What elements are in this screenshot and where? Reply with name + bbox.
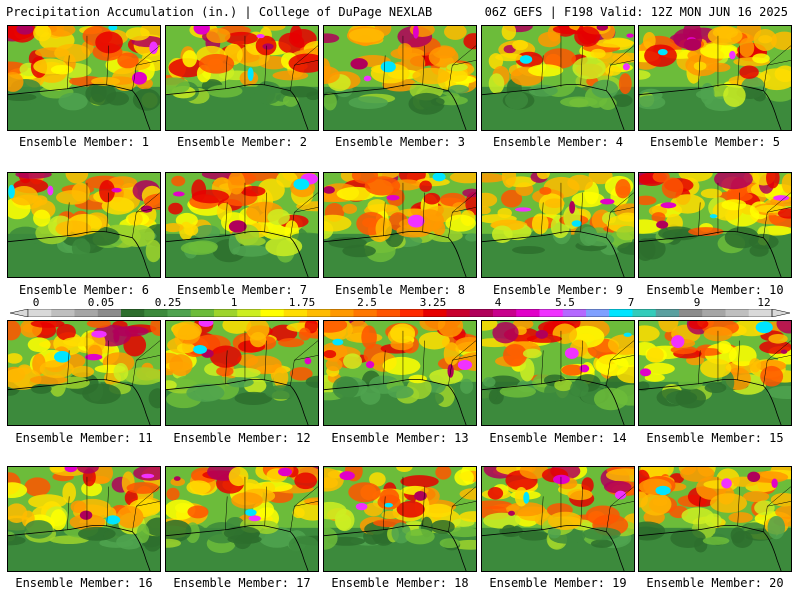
colorbar-bin [423, 309, 447, 317]
ensemble-member-map [481, 172, 635, 278]
ensemble-member-map [165, 172, 319, 278]
colorbar-bin [353, 309, 378, 317]
colorbar-bin [586, 309, 610, 317]
ensemble-member-label: Ensemble Member: 9 [492, 283, 624, 297]
ensemble-member-map [638, 25, 792, 131]
colorbar-bin [725, 309, 750, 317]
ensemble-member-map [165, 25, 319, 131]
ensemble-member-map [638, 466, 792, 572]
ensemble-member-label: Ensemble Member: 19 [489, 576, 627, 590]
colorbar-bin [121, 309, 145, 317]
ensemble-member-label: Ensemble Member: 17 [173, 576, 311, 590]
colorbar-bin [655, 309, 680, 317]
colorbar-bin [400, 309, 424, 317]
ensemble-member-label: Ensemble Member: 2 [176, 135, 308, 149]
colorbar-tick-label: 4 [494, 296, 502, 309]
colorbar-bin [446, 309, 471, 317]
colorbar-tick-label: 2.5 [357, 296, 377, 309]
ensemble-member-label: Ensemble Member: 5 [649, 135, 781, 149]
ensemble-member-label: Ensemble Member: 15 [646, 431, 784, 445]
colorbar-tick-label: 9 [693, 296, 701, 309]
colorbar-bin [679, 309, 703, 317]
ensemble-member-label: Ensemble Member: 13 [331, 431, 469, 445]
ensemble-member-label: Ensemble Member: 3 [334, 135, 466, 149]
ensemble-member-label: Ensemble Member: 20 [646, 576, 784, 590]
precip-colorbar [10, 309, 790, 317]
ensemble-member-map [481, 466, 635, 572]
colorbar-bin [260, 309, 285, 317]
colorbar-bin [748, 309, 773, 317]
ensemble-member-map [165, 320, 319, 426]
ensemble-member-label: Ensemble Member: 11 [15, 431, 153, 445]
ensemble-member-label: Ensemble Member: 4 [492, 135, 624, 149]
colorbar-tick-label: 3.25 [419, 296, 447, 309]
colorbar-bin [214, 309, 238, 317]
colorbar-bin [307, 309, 331, 317]
ensemble-member-label: Ensemble Member: 14 [489, 431, 627, 445]
colorbar-bin [190, 309, 215, 317]
colorbar-tick-label: 0.05 [87, 296, 115, 309]
ensemble-member-map [7, 320, 161, 426]
ensemble-member-label: Ensemble Member: 16 [15, 576, 153, 590]
colorbar-high-arrow [771, 309, 790, 317]
ensemble-member-label: Ensemble Member: 1 [18, 135, 150, 149]
ensemble-member-map [165, 466, 319, 572]
colorbar-tick-label: 12 [757, 296, 771, 309]
model-valid-time: 06Z GEFS | F198 Valid: 12Z MON JUN 16 20… [484, 5, 788, 19]
colorbar-bin [97, 309, 122, 317]
ensemble-member-label: Ensemble Member: 6 [18, 283, 150, 297]
ensemble-member-label: Ensemble Member: 10 [646, 283, 784, 297]
colorbar-bin [516, 309, 540, 317]
ensemble-member-map [323, 466, 477, 572]
colorbar-bin [51, 309, 75, 317]
colorbar-bin [539, 309, 564, 317]
colorbar-tick-label: 1.75 [288, 296, 316, 309]
colorbar-bin [609, 309, 633, 317]
ensemble-member-label: Ensemble Member: 8 [334, 283, 466, 297]
colorbar-tick-label: 0 [32, 296, 40, 309]
colorbar-bin [493, 309, 517, 317]
ensemble-member-map [323, 172, 477, 278]
colorbar-bin [632, 309, 657, 317]
colorbar-bin [376, 309, 401, 317]
ensemble-member-map [481, 25, 635, 131]
ensemble-member-map [638, 172, 792, 278]
colorbar-bin [144, 309, 168, 317]
ensemble-member-label: Ensemble Member: 7 [176, 283, 308, 297]
map-title: Precipitation Accumulation (in.) | Colle… [6, 5, 433, 19]
ensemble-member-label: Ensemble Member: 12 [173, 431, 311, 445]
colorbar-tick-label: 7 [627, 296, 635, 309]
colorbar-bin [74, 309, 99, 317]
colorbar-tick-label: 0.25 [154, 296, 182, 309]
ensemble-member-map [323, 25, 477, 131]
ensemble-member-map [7, 25, 161, 131]
ensemble-member-map [638, 320, 792, 426]
colorbar-bin [469, 309, 494, 317]
colorbar-tick-label: 1 [230, 296, 238, 309]
colorbar-bin [167, 309, 192, 317]
colorbar-bin [562, 309, 587, 317]
ensemble-member-map [323, 320, 477, 426]
ensemble-member-map [7, 466, 161, 572]
colorbar-bin [283, 309, 308, 317]
colorbar-bin [702, 309, 726, 317]
ensemble-member-map [7, 172, 161, 278]
colorbar-bin [28, 309, 52, 317]
colorbar-tick-label: 5.5 [555, 296, 575, 309]
colorbar-bin [330, 309, 354, 317]
colorbar-low-arrow [10, 309, 29, 317]
colorbar-bin [237, 309, 261, 317]
ensemble-member-label: Ensemble Member: 18 [331, 576, 469, 590]
ensemble-member-map [481, 320, 635, 426]
